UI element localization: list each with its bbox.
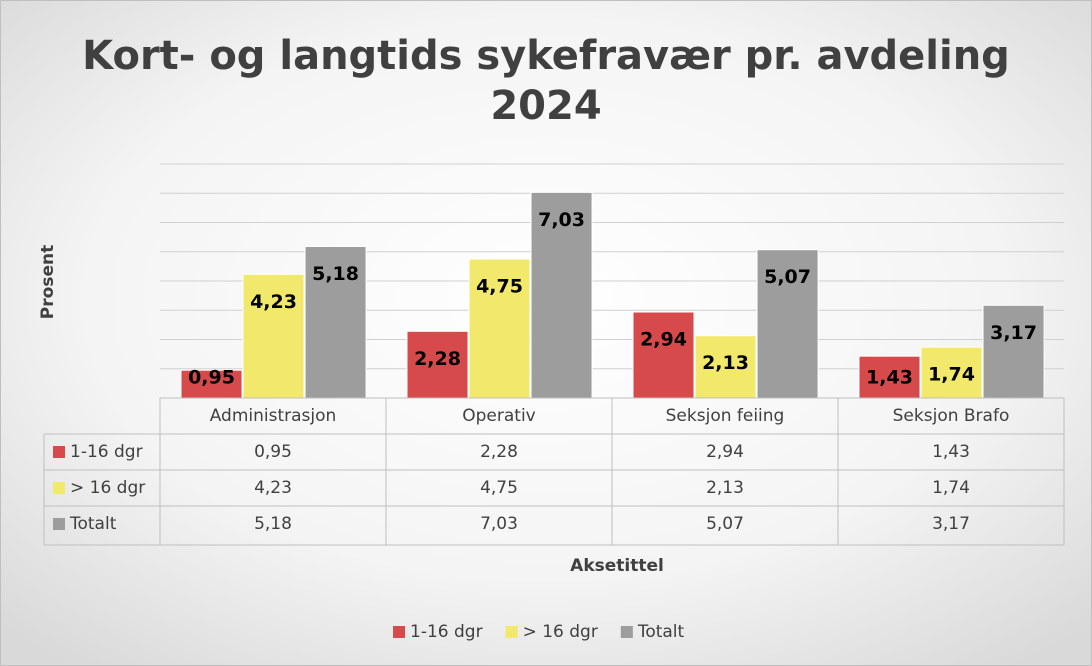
chart-subtitle: 2024 — [490, 83, 601, 129]
x-axis-title: Aksetittel — [570, 556, 664, 576]
table-cell: 4,23 — [254, 478, 292, 498]
x-tick-label: Seksjon Brafo — [893, 406, 1010, 426]
legend-label: 1-16 dgr — [410, 622, 483, 642]
legend-label: > 16 dgr — [523, 622, 598, 642]
table-row-label: Totalt — [69, 514, 117, 534]
table-row-label: > 16 dgr — [70, 478, 145, 498]
data-label: 2,13 — [702, 352, 749, 374]
data-label: 4,23 — [250, 291, 297, 313]
data-label: 3,17 — [990, 322, 1037, 344]
y-axis-title: Prosent — [38, 245, 58, 319]
x-tick-label: Operativ — [462, 406, 536, 426]
legend-label: Totalt — [637, 622, 685, 642]
table-cell: 2,94 — [706, 442, 744, 462]
table-legend-key — [53, 482, 65, 494]
data-label: 5,07 — [764, 266, 811, 288]
table-cell: 2,28 — [480, 442, 518, 462]
legend-key — [620, 626, 633, 638]
table-cell: 5,07 — [706, 514, 744, 534]
bar — [304, 245, 367, 399]
bar — [632, 311, 695, 399]
table-legend-key — [53, 446, 65, 458]
table-cell: 4,75 — [480, 478, 518, 498]
table-cell: 1,43 — [932, 442, 970, 462]
chart-title: Kort- og langtids sykefravær pr. avdelin… — [82, 33, 1010, 79]
legend-key — [393, 626, 405, 638]
bar — [982, 304, 1045, 399]
table-row-label: 1-16 dgr — [70, 442, 143, 462]
table-cell: 0,95 — [254, 442, 292, 462]
data-label: 0,95 — [188, 367, 235, 389]
table-cell: 3,17 — [932, 514, 970, 534]
table-cell: 5,18 — [254, 514, 292, 534]
data-label: 7,03 — [538, 209, 585, 231]
data-label: 1,74 — [928, 364, 975, 386]
bar — [694, 335, 757, 399]
table-cell: 1,74 — [932, 478, 970, 498]
x-tick-label: Seksjon feiing — [666, 406, 785, 426]
data-label: 4,75 — [476, 276, 523, 298]
bar — [530, 191, 593, 399]
bar — [756, 249, 819, 399]
data-label: 2,28 — [414, 348, 461, 370]
data-label: 5,18 — [312, 263, 359, 285]
table-legend-key — [53, 518, 65, 530]
table-cell: 7,03 — [480, 514, 518, 534]
data-label: 1,43 — [866, 367, 913, 389]
bar — [920, 346, 983, 399]
data-label: 2,94 — [640, 329, 687, 351]
x-tick-label: Administrasjon — [210, 406, 337, 426]
table-cell: 2,13 — [706, 478, 744, 498]
bar — [468, 258, 531, 399]
legend-key — [505, 626, 518, 638]
